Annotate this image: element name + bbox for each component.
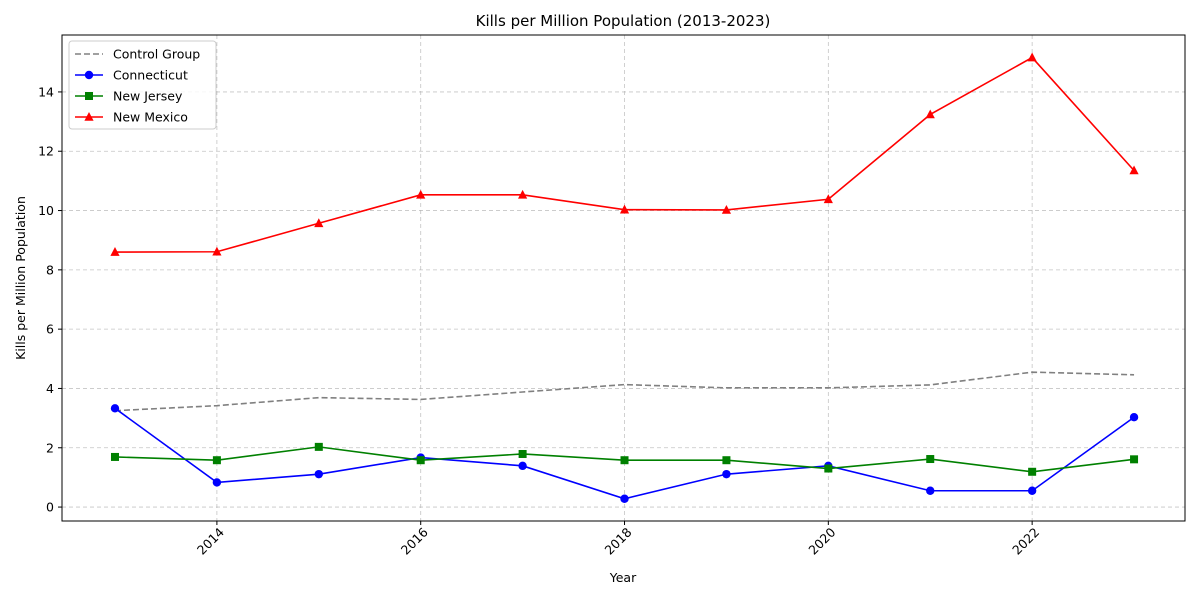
y-tick-label: 2	[46, 440, 54, 455]
data-point-new-mexico	[416, 189, 426, 199]
series-line-control-group	[114, 371, 1135, 412]
data-point-connecticut	[1027, 486, 1037, 495]
x-axis-label: Year	[609, 570, 637, 585]
data-point-new-jersey	[314, 442, 323, 451]
data-point-new-jersey	[824, 464, 833, 473]
data-point-new-mexico	[518, 189, 528, 199]
data-point-new-jersey	[212, 456, 221, 465]
data-point-new-mexico	[1129, 165, 1139, 175]
series-layer	[110, 52, 1139, 503]
data-point-new-mexico	[721, 204, 732, 214]
y-axis-label: Kills per Million Population	[13, 196, 28, 360]
y-tick-label: 12	[38, 144, 54, 159]
legend-box	[68, 40, 217, 130]
data-point-connecticut	[518, 461, 527, 471]
series-control-group	[114, 371, 1135, 412]
data-point-new-jersey	[620, 456, 629, 465]
data-point-new-mexico	[619, 204, 630, 214]
data-point-connecticut	[926, 486, 935, 495]
data-point-new-mexico	[314, 218, 324, 228]
legend-item-connecticut: Connecticut	[75, 68, 188, 83]
legend-marker	[85, 92, 93, 100]
legend-label: Control Group	[113, 47, 200, 62]
legend-marker	[84, 70, 94, 80]
legend-marker	[84, 112, 94, 121]
data-point-connecticut	[314, 469, 324, 479]
data-point-new-jersey	[110, 452, 119, 461]
y-tick-label: 0	[46, 500, 54, 515]
legend-item-new-mexico: New Mexico	[75, 110, 188, 125]
legend-label: New Mexico	[113, 110, 188, 125]
data-point-connecticut	[212, 478, 222, 487]
y-axis: 0 2 4 6 8 10 12 14	[38, 84, 62, 515]
y-tick-label: 4	[46, 381, 54, 396]
plot-frame	[61, 34, 1186, 522]
data-point-new-mexico	[925, 109, 935, 119]
y-tick-label: 14	[38, 84, 54, 99]
data-point-new-jersey	[416, 456, 425, 465]
legend-label: New Jersey	[113, 89, 183, 104]
data-point-new-mexico	[212, 246, 222, 256]
data-point-new-mexico	[1027, 52, 1037, 62]
data-point-new-jersey	[1130, 455, 1139, 464]
data-point-new-mexico	[823, 194, 833, 204]
data-point-new-jersey	[518, 449, 527, 458]
legend-item-control-group: Control Group	[75, 47, 200, 62]
data-point-new-mexico	[110, 247, 120, 256]
y-tick-label: 8	[46, 262, 54, 277]
data-point-connecticut	[722, 469, 731, 479]
series-new-mexico	[110, 52, 1139, 256]
data-point-new-jersey	[1028, 467, 1037, 476]
legend-item-new-jersey: New Jersey	[75, 89, 183, 104]
y-tick-label: 6	[46, 322, 54, 337]
data-point-connecticut	[620, 494, 629, 503]
data-point-new-jersey	[722, 456, 731, 465]
series-new-jersey	[110, 442, 1139, 476]
data-point-new-jersey	[926, 455, 935, 464]
y-tick-label: 10	[38, 203, 54, 218]
legend-label: Connecticut	[113, 68, 188, 83]
data-point-connecticut	[1129, 413, 1139, 422]
data-point-connecticut	[110, 404, 120, 413]
legend: Control Group Connecticut New Jersey New Me…	[68, 40, 217, 130]
chart-title: Kills per Million Population (2013-2023)	[476, 12, 771, 30]
